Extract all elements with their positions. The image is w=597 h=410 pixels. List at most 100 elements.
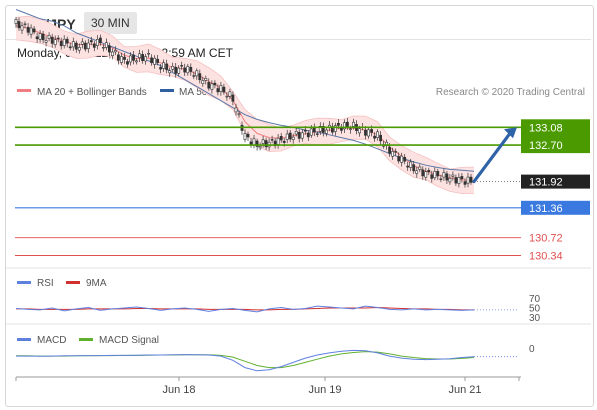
- pivot-label: 131.36: [529, 203, 563, 215]
- macd-signal-legend-swatch: [79, 338, 93, 341]
- macd-signal-legend-label: MACD Signal: [99, 335, 159, 346]
- candle-body: [213, 82, 217, 86]
- candle-body: [291, 136, 295, 140]
- candle-body: [207, 82, 211, 89]
- candle-body: [436, 171, 440, 177]
- candle-body: [171, 66, 175, 70]
- candle-body: [469, 176, 473, 183]
- candle-body: [243, 133, 247, 140]
- candle-body: [297, 132, 301, 139]
- candle-body: [35, 36, 39, 40]
- resistance-label-box: [521, 119, 590, 154]
- candle-body: [294, 131, 298, 135]
- candle-body: [65, 38, 69, 44]
- candle-body: [141, 54, 145, 62]
- candle-body: [264, 140, 268, 148]
- candle-body: [388, 146, 392, 154]
- candle-body: [162, 62, 166, 69]
- candle-body: [306, 132, 310, 138]
- rsi-ma-legend-label: 9MA: [86, 278, 107, 289]
- candle-body: [159, 67, 163, 70]
- candle-body: [99, 37, 102, 43]
- candle-body: [44, 40, 48, 43]
- candle-body: [282, 140, 286, 143]
- x-tick-label: Jun 18: [162, 384, 195, 396]
- price-panel: 131.92 131.36 130.72 130.34 133.08 132.70: [14, 9, 590, 263]
- candle-body: [252, 138, 256, 146]
- candle-body: [23, 23, 27, 25]
- candle-body: [120, 56, 123, 63]
- current-price-box: [521, 174, 590, 189]
- candle-body: [333, 125, 337, 132]
- candle-body: [427, 170, 431, 173]
- candle-body: [376, 131, 380, 138]
- candle-body: [324, 129, 328, 134]
- pivot-label-box: [521, 200, 590, 215]
- rsi-legend-swatch: [17, 281, 31, 284]
- candle-body: [126, 61, 129, 65]
- candle-body: [114, 50, 117, 53]
- candle-body: [358, 128, 361, 134]
- x-axis: Jun 18 Jun 19 Jun 21: [15, 377, 520, 396]
- candle-body: [201, 80, 205, 84]
- macd-signal-line: [16, 351, 475, 369]
- candle-body: [418, 166, 422, 170]
- candle-body: [186, 66, 190, 74]
- candle-body: [421, 169, 425, 177]
- candle-body: [59, 41, 63, 47]
- candle-body: [189, 67, 193, 72]
- resistance-label: 132.70: [529, 140, 563, 152]
- candle-body: [409, 161, 413, 168]
- chart-widget: [5, 5, 594, 407]
- candle-body: [276, 137, 280, 145]
- candle-body: [38, 33, 42, 40]
- resistance-label: 133.08: [529, 122, 563, 134]
- ma50-legend-label: MA 50: [179, 87, 208, 98]
- bb-legend-label: MA 20 + Bollinger Bands: [37, 87, 147, 98]
- candle-body: [62, 38, 66, 46]
- candle-body: [195, 70, 199, 77]
- candle-body: [17, 21, 21, 29]
- candle-body: [138, 53, 141, 58]
- candle-body: [364, 129, 367, 136]
- candle-body: [29, 27, 33, 35]
- forecast-arrow-head: [504, 127, 517, 139]
- candle-body: [379, 134, 383, 142]
- candle-body: [460, 176, 464, 180]
- candle-body: [216, 88, 220, 93]
- candle-body: [228, 91, 232, 97]
- candle-body: [165, 63, 169, 71]
- candle-body: [403, 157, 407, 162]
- candle-body: [466, 176, 470, 184]
- candle-body: [96, 38, 99, 46]
- candle-body: [454, 177, 458, 184]
- candle-body: [204, 78, 208, 81]
- candle-body: [430, 174, 434, 179]
- forecast-arrow-shaft: [472, 131, 512, 184]
- bollinger-upper-line: [15, 15, 475, 170]
- macd-legend-label: MACD: [37, 335, 66, 346]
- candle-body: [303, 129, 307, 132]
- rsi-ma-legend-swatch: [66, 281, 80, 284]
- current-price-label: 131.92: [529, 177, 563, 189]
- rsi-tick-label: 50: [529, 304, 541, 315]
- candle-body: [147, 52, 151, 55]
- candle-body: [68, 46, 72, 49]
- candle-body: [174, 66, 178, 74]
- candle-body: [439, 178, 443, 180]
- candle-body: [394, 151, 398, 153]
- candle-body: [415, 170, 419, 174]
- candle-body: [74, 42, 78, 50]
- candle-body: [448, 178, 452, 183]
- candle-body: [198, 73, 202, 81]
- rsi-legend-label: RSI: [37, 278, 54, 289]
- candle-body: [400, 155, 404, 163]
- header-divider: [6, 39, 591, 40]
- candle-body: [50, 36, 54, 44]
- candle-body: [26, 26, 30, 33]
- timeframe-badge[interactable]: 30 MIN: [84, 12, 137, 34]
- candle-body: [219, 85, 223, 92]
- candle-body: [129, 55, 132, 63]
